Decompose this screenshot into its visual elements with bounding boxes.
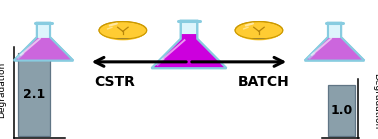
Text: 2.1: 2.1 — [23, 88, 45, 101]
Polygon shape — [14, 23, 73, 61]
Circle shape — [235, 22, 283, 39]
Polygon shape — [99, 30, 147, 40]
Polygon shape — [152, 21, 226, 68]
Polygon shape — [305, 38, 364, 61]
Bar — [328, 85, 355, 136]
Bar — [18, 53, 50, 136]
Polygon shape — [305, 23, 364, 61]
Circle shape — [99, 22, 147, 39]
Text: CSTR: CSTR — [94, 75, 135, 89]
Text: Degradation: Degradation — [0, 62, 6, 118]
Text: 1.0: 1.0 — [331, 104, 353, 117]
Text: BATCH: BATCH — [238, 75, 289, 89]
Polygon shape — [235, 30, 283, 40]
Polygon shape — [14, 38, 73, 61]
Text: Degradation: Degradation — [372, 73, 378, 130]
Polygon shape — [152, 34, 226, 68]
